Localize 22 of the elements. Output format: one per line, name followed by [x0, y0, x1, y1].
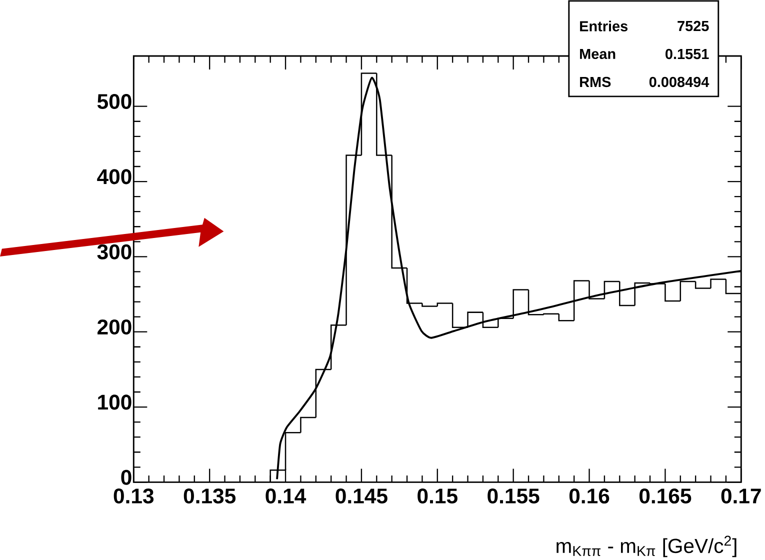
y-tick-label: 300 [97, 244, 132, 260]
x-axis-title: m$_{Kππ}$ - m$_{Kπ}$ [GeV/c$^{2}$] [556, 536, 736, 557]
y-tick-label: 200 [98, 319, 132, 334]
x-tick-label: 0.16 [569, 488, 610, 504]
annotation: 0.008494 [649, 76, 710, 87]
text: Entries [580, 20, 628, 32]
y-tick-label: 0 [121, 470, 132, 485]
x-tick-label: 0.17 [721, 488, 761, 504]
y-tick-label: 400 [97, 169, 132, 184]
text: 7525 [678, 20, 709, 31]
x-tick-label: 0.13 [114, 488, 154, 504]
x-tick-label: 0.155 [488, 488, 540, 504]
x-tick-label: 0.14 [266, 488, 306, 504]
annotation: RMS [580, 76, 611, 87]
annotation: 0.1551 [666, 48, 709, 59]
x-tick-label: 0.15 [418, 488, 458, 504]
annotation: Mean [580, 48, 616, 59]
y-tick-label: 500 [97, 94, 132, 109]
y-tick-label: 100 [98, 394, 132, 410]
x-tick-label: 0.135 [184, 488, 236, 504]
x-tick-label: 0.165 [639, 488, 692, 504]
x-tick-label: 0.145 [336, 488, 388, 504]
